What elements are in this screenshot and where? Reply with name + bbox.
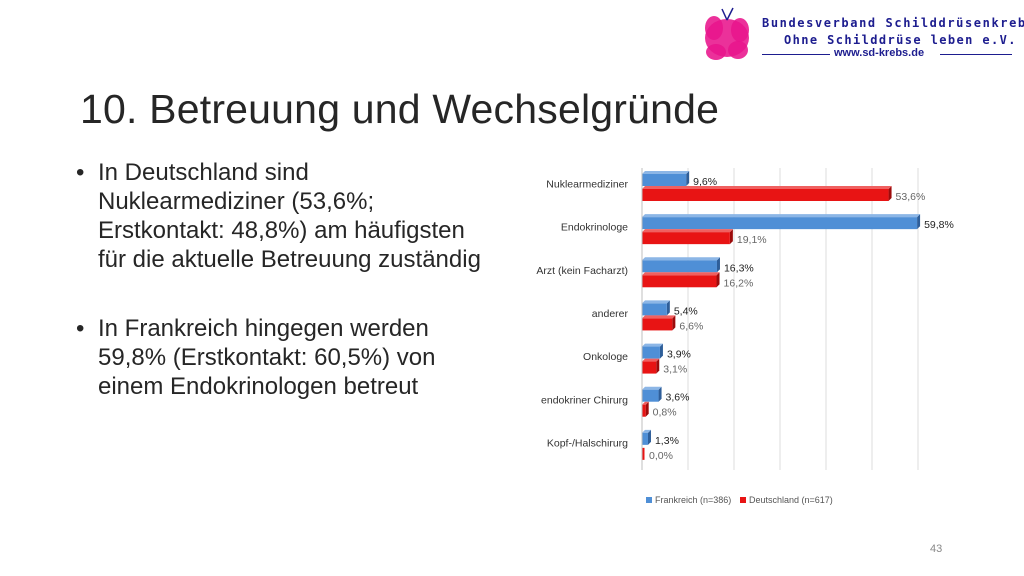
bar-top [642, 171, 690, 174]
category-label: Nuklearmediziner [546, 179, 628, 191]
bullet-dot-icon: • [76, 315, 85, 342]
category-label: anderer [592, 308, 629, 320]
category-label: Onkologe [583, 351, 628, 363]
bar-top [642, 429, 651, 433]
bar-top [642, 358, 660, 362]
bar [642, 275, 717, 288]
category-label: endokriner Chirurg [541, 394, 628, 406]
bar [642, 174, 687, 186]
data-label: 53,6% [896, 191, 926, 203]
legend-swatch [740, 497, 746, 503]
organization-url-row: www.sd-krebs.de [762, 47, 1012, 63]
bar-side [888, 186, 892, 201]
bar [642, 260, 717, 273]
organization-subtitle: Ohne Schilddrüse leben e.V. [784, 33, 1017, 47]
data-label: 16,3% [724, 262, 754, 274]
bar-side [716, 272, 720, 288]
category-label: Endokrinologe [561, 222, 628, 234]
bar [642, 389, 659, 402]
data-label: 3,9% [667, 349, 691, 361]
data-label: 0,0% [649, 450, 673, 462]
organization-logo: Bundesverband Schilddrüsenkrebs Ohne Sch… [700, 6, 1024, 66]
bullet-text: In Frankreich hingegen werden 59,8% (Ers… [98, 315, 436, 400]
bar-top [642, 315, 676, 319]
data-label: 3,6% [666, 392, 690, 404]
bar-side [917, 214, 921, 230]
bar-side [716, 257, 720, 273]
bar [642, 217, 918, 230]
bar-top [642, 257, 720, 261]
data-label: 9,6% [693, 176, 717, 188]
data-label: 59,8% [924, 219, 954, 231]
bar-side [658, 386, 662, 402]
bullet-item: • In Frankreich hingegen werden 59,8% (E… [74, 314, 494, 401]
url-rule-left [762, 54, 830, 55]
bar-top [642, 386, 662, 390]
bar [642, 232, 730, 245]
bar-top [642, 272, 720, 276]
data-label: 1,3% [655, 435, 679, 447]
bar-side [656, 358, 660, 374]
bar-top [642, 214, 921, 218]
organization-name: Bundesverband Schilddrüsenkrebs [762, 16, 1024, 30]
bar [642, 432, 648, 445]
bar-zero-marker [642, 447, 645, 460]
category-label: Kopf-/Halschirurg [547, 437, 628, 449]
bullet-item: • In Deutschland sind Nuklearmediziner (… [74, 158, 494, 274]
bar [642, 361, 657, 374]
page-number: 43 [930, 543, 943, 555]
data-label: 6,6% [679, 320, 703, 332]
legend-swatch [646, 497, 652, 503]
bullet-text: In Deutschland sind Nuklearmediziner (53… [98, 159, 481, 273]
bar-side [666, 300, 670, 316]
bullet-dot-icon: • [76, 159, 85, 186]
bar-top [642, 401, 649, 405]
bullet-list: • In Deutschland sind Nuklearmediziner (… [74, 158, 494, 401]
bar-chart: Nuklearmediziner 9,6% 53,6% Endokrinologe 59… [536, 168, 954, 505]
bar-side [672, 315, 676, 331]
bar-top [642, 343, 663, 347]
legend-entry: Deutschland (n=617) [749, 495, 833, 505]
data-label: 19,1% [737, 234, 767, 246]
bar-side [645, 401, 649, 417]
bar-top [642, 229, 733, 233]
bar-top [642, 186, 892, 189]
pink-butterfly-figure-icon [705, 7, 749, 60]
url-rule-right [940, 54, 1012, 55]
bar [642, 318, 673, 331]
data-label: 16,2% [724, 277, 754, 289]
organization-url[interactable]: www.sd-krebs.de [834, 47, 925, 59]
bar [642, 189, 889, 201]
bar-side [686, 171, 690, 186]
legend-entry: Frankreich (n=386) [655, 495, 731, 505]
bar [642, 404, 646, 417]
bar-side [729, 229, 733, 245]
bar-side [647, 429, 651, 445]
category-label: Arzt (kein Facharzt) [536, 265, 628, 277]
data-label: 0,8% [653, 407, 677, 419]
data-label: 3,1% [663, 364, 687, 376]
bar-side [659, 343, 663, 359]
bar [642, 303, 667, 316]
data-label: 5,4% [674, 305, 698, 317]
slide-title: 10. Betreuung und Wechselgründe [80, 86, 720, 132]
bar [642, 346, 660, 359]
bar-top [642, 300, 670, 304]
